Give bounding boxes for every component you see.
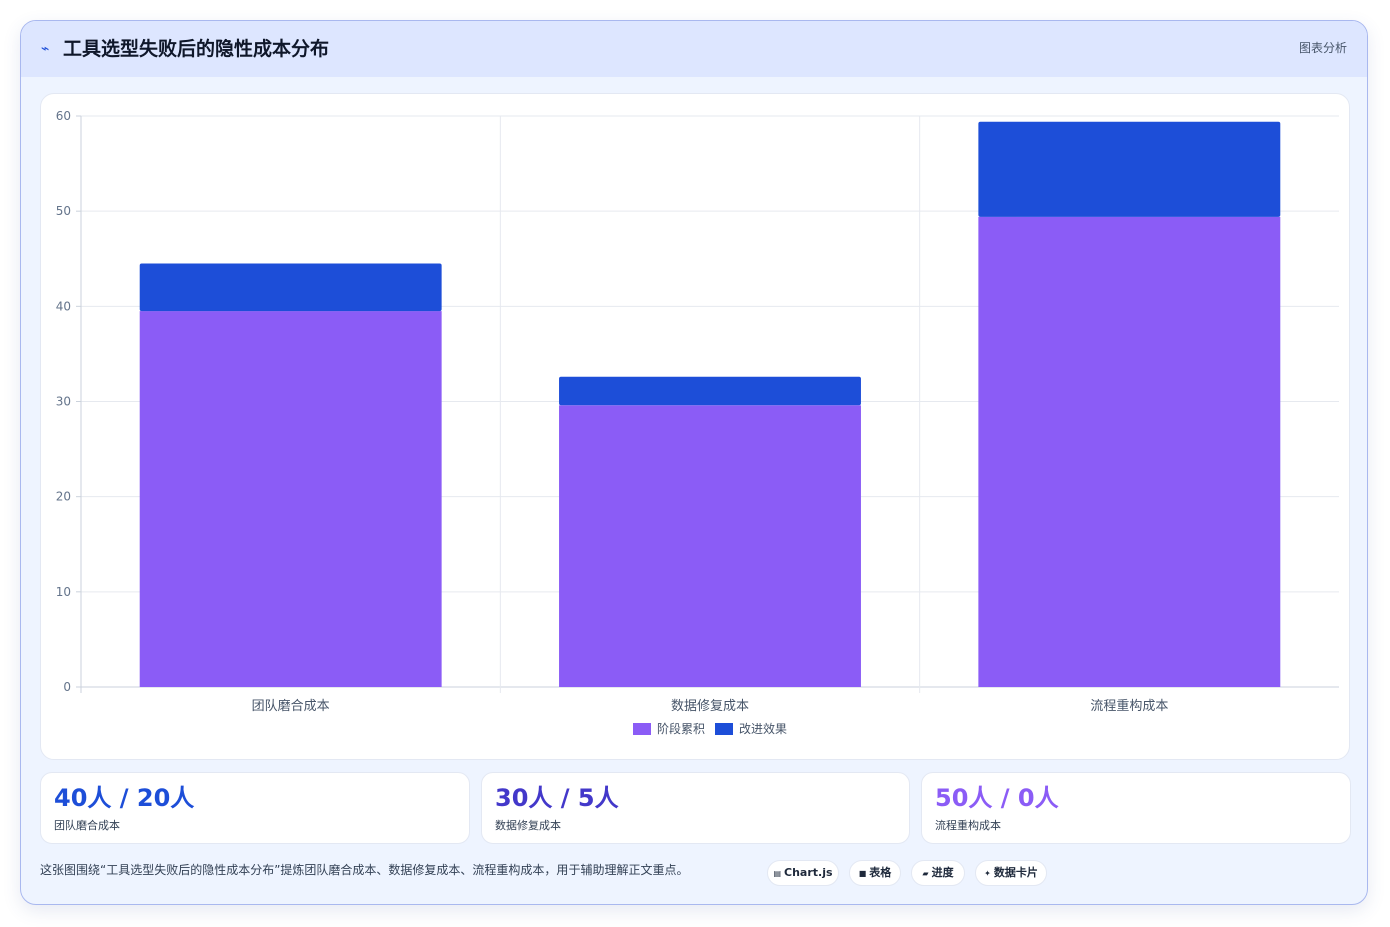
chart-icon: ⌁ <box>41 41 50 57</box>
stat-card-team: 40人 / 20人 团队磨合成本 <box>40 772 470 844</box>
chip-label: 进度 <box>931 866 954 879</box>
x-tick-label: 数据修复成本 <box>671 699 749 714</box>
sparkle-icon: ✦ <box>984 869 991 878</box>
chip-progress[interactable]: ▰ 进度 <box>911 860 965 886</box>
chart-icon: ▤ <box>773 869 782 878</box>
y-tick-label: 60 <box>56 109 71 123</box>
legend-swatch <box>633 723 651 735</box>
progress-icon: ▰ <box>922 869 929 878</box>
bar-segment <box>978 216 1281 688</box>
bar-segment <box>559 376 861 406</box>
stat-value: 50人 / 0人 <box>935 784 1059 812</box>
card-header: ⌁ 工具选型失败后的隐性成本分布 图表分析 <box>21 21 1367 77</box>
x-tick-label: 流程重构成本 <box>1090 698 1168 714</box>
y-tick-label: 0 <box>63 680 71 694</box>
y-tick-label: 20 <box>56 490 71 504</box>
chip-data-card[interactable]: ✦ 数据卡片 <box>975 860 1047 886</box>
chart-footnote: 这张图围绕“工具选型失败后的隐性成本分布”提炼团队磨合成本、数据修复成本、流程重… <box>40 863 689 877</box>
stat-label: 数据修复成本 <box>495 819 561 832</box>
chip-table[interactable]: ■ 表格 <box>849 860 901 886</box>
card-title: 工具选型失败后的隐性成本分布 <box>63 38 330 60</box>
y-tick-label: 50 <box>56 204 71 218</box>
y-tick-label: 10 <box>56 585 71 599</box>
stat-value: 30人 / 5人 <box>495 784 619 812</box>
legend-label: 阶段累积 <box>657 721 705 736</box>
stat-card-process: 50人 / 0人 流程重构成本 <box>921 772 1351 844</box>
stat-label: 流程重构成本 <box>935 819 1001 832</box>
chart-card: ⌁ 工具选型失败后的隐性成本分布 图表分析 0 10 20 30 40 50 60 团队磨合成… <box>20 20 1368 905</box>
bar-segment <box>139 311 442 687</box>
y-tick-label: 30 <box>56 395 71 409</box>
legend-swatch <box>715 723 733 735</box>
bar-segment <box>139 263 442 312</box>
bar-segment <box>978 121 1281 217</box>
chip-chartjs[interactable]: ▤ Chart.js <box>767 860 839 886</box>
chip-label: 数据卡片 <box>993 866 1038 879</box>
stat-value: 40人 / 20人 <box>54 784 195 812</box>
y-tick-label: 40 <box>56 299 71 313</box>
stat-card-data: 30人 / 5人 数据修复成本 <box>481 772 910 844</box>
chip-label: Chart.js <box>784 866 833 879</box>
x-tick-label: 团队磨合成本 <box>252 699 330 714</box>
chart-analysis-label: 图表分析 <box>1298 41 1347 55</box>
stat-label: 团队磨合成本 <box>54 819 120 832</box>
chart-panel: 0 10 20 30 40 50 60 团队磨合成本 数据修复成本 流程重构成本阶段累积 改进效果 <box>40 93 1350 760</box>
bar-segment <box>559 405 861 687</box>
legend-label: 改进效果 <box>739 721 787 736</box>
chip-label: 表格 <box>869 866 892 879</box>
table-icon: ■ <box>858 869 867 878</box>
